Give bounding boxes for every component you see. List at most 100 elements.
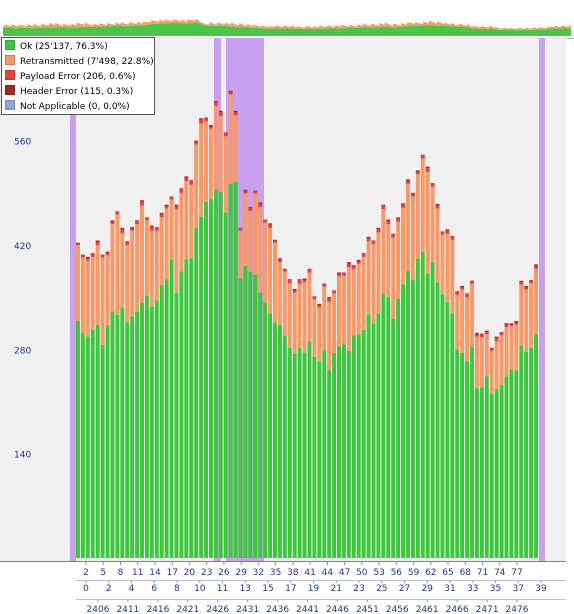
bar-segment-retransmitted[interactable]: [332, 293, 337, 354]
bar-segment-header-error[interactable]: [282, 268, 287, 270]
bar-segment-payload-error[interactable]: [519, 281, 524, 285]
bar-segment-ok[interactable]: [258, 292, 263, 558]
bar-segment-header-error[interactable]: [292, 288, 297, 291]
bar-segment-payload-error[interactable]: [110, 221, 115, 225]
bar-segment-retransmitted[interactable]: [450, 239, 455, 314]
bar-segment-ok[interactable]: [238, 278, 243, 558]
bar-segment-payload-error[interactable]: [445, 230, 450, 234]
bar-segment-payload-error[interactable]: [125, 241, 130, 245]
bar-segment-ok[interactable]: [401, 284, 406, 558]
bar-segment-header-error[interactable]: [174, 204, 179, 207]
bar-segment-header-error[interactable]: [135, 220, 140, 222]
bar-segment-ok[interactable]: [460, 353, 465, 558]
bar-segment-payload-error[interactable]: [149, 227, 154, 231]
bar-segment-retransmitted[interactable]: [494, 341, 499, 390]
bar-segment-ok[interactable]: [179, 271, 184, 558]
bar-segment-header-error[interactable]: [90, 253, 95, 254]
bar-segment-retransmitted[interactable]: [164, 208, 169, 280]
bar-segment-retransmitted[interactable]: [76, 244, 80, 321]
bar-segment-payload-error[interactable]: [455, 291, 460, 295]
bar-segment-header-error[interactable]: [218, 110, 223, 113]
bar-segment-payload-error[interactable]: [460, 287, 465, 290]
bar-segment-ok[interactable]: [76, 320, 80, 558]
bar-segment-retransmitted[interactable]: [519, 284, 524, 346]
bar-segment-retransmitted[interactable]: [356, 263, 361, 335]
bar-segment-ok[interactable]: [213, 189, 218, 558]
bar-segment-payload-error[interactable]: [484, 332, 489, 335]
bar-segment-ok[interactable]: [322, 350, 327, 558]
bar-segment-ok[interactable]: [199, 216, 204, 558]
bar-segment-header-error[interactable]: [425, 166, 430, 169]
bar-segment-ok[interactable]: [435, 282, 440, 558]
bar-segment-ok[interactable]: [100, 344, 105, 558]
bar-segment-payload-error[interactable]: [341, 273, 346, 276]
bar-segment-retransmitted[interactable]: [194, 144, 199, 228]
bar-segment-payload-error[interactable]: [371, 241, 376, 245]
bar-segment-payload-error[interactable]: [450, 236, 455, 240]
bar-segment-ok[interactable]: [307, 341, 312, 558]
bar-segment-retransmitted[interactable]: [391, 237, 396, 319]
bar-segment-ok[interactable]: [159, 285, 164, 558]
bar-segment-payload-error[interactable]: [366, 238, 371, 242]
bar-segment-retransmitted[interactable]: [292, 292, 297, 354]
bar-segment-header-error[interactable]: [194, 140, 199, 143]
bar-segment-header-error[interactable]: [401, 203, 406, 204]
bar-segment-retransmitted[interactable]: [238, 230, 243, 279]
bar-segment-header-error[interactable]: [258, 202, 263, 204]
bar-segment-header-error[interactable]: [233, 110, 238, 113]
bar-segment-payload-error[interactable]: [499, 332, 504, 336]
bar-segment-payload-error[interactable]: [430, 183, 435, 187]
bar-segment-retransmitted[interactable]: [268, 227, 273, 314]
bar-segment-ok[interactable]: [529, 347, 534, 558]
bar-segment-payload-error[interactable]: [489, 348, 494, 351]
bar-segment-ok[interactable]: [381, 293, 386, 558]
bar-segment-payload-error[interactable]: [332, 291, 337, 294]
bar-segment-header-error[interactable]: [351, 265, 356, 266]
bar-segment-payload-error[interactable]: [169, 197, 174, 200]
bar-segment-payload-error[interactable]: [135, 221, 140, 225]
bar-segment-ok[interactable]: [287, 347, 292, 558]
bar-segment-header-error[interactable]: [268, 223, 273, 225]
bar-segment-retransmitted[interactable]: [386, 224, 391, 298]
bar-segment-payload-error[interactable]: [248, 207, 253, 211]
bar-segment-header-error[interactable]: [509, 323, 514, 324]
bar-segment-payload-error[interactable]: [95, 241, 100, 245]
bar-segment-header-error[interactable]: [100, 254, 105, 256]
bar-segment-retransmitted[interactable]: [105, 255, 110, 326]
bar-segment-payload-error[interactable]: [115, 212, 120, 215]
bar-segment-header-error[interactable]: [376, 227, 381, 230]
bar-segment-ok[interactable]: [218, 192, 223, 559]
bar-segment-payload-error[interactable]: [253, 191, 258, 194]
bar-segment-ok[interactable]: [282, 335, 287, 558]
bar-segment-payload-error[interactable]: [258, 203, 263, 207]
bar-segment-ok[interactable]: [277, 324, 282, 558]
bar-segment-payload-error[interactable]: [425, 168, 430, 172]
bar-segment-retransmitted[interactable]: [322, 286, 327, 351]
bar-segment-header-error[interactable]: [208, 124, 213, 127]
bar-segment-ok[interactable]: [164, 279, 169, 558]
bar-segment-retransmitted[interactable]: [371, 244, 376, 324]
bar-segment-payload-error[interactable]: [346, 263, 351, 268]
bar-segment-header-error[interactable]: [322, 283, 327, 285]
bar-segment-payload-error[interactable]: [130, 228, 135, 231]
bar-segment-header-error[interactable]: [277, 258, 282, 260]
bar-segment-payload-error[interactable]: [223, 133, 228, 137]
bar-segment-payload-error[interactable]: [100, 255, 105, 258]
bar-segment-payload-error[interactable]: [376, 229, 381, 233]
bar-segment-header-error[interactable]: [317, 303, 322, 306]
bar-segment-payload-error[interactable]: [470, 281, 474, 284]
bar-segment-payload-error[interactable]: [401, 203, 406, 208]
bar-segment-ok[interactable]: [341, 344, 346, 558]
bar-segment-ok[interactable]: [135, 311, 140, 558]
bar-segment-header-error[interactable]: [465, 293, 470, 295]
bar-segment-ok[interactable]: [144, 295, 149, 558]
bar-segment-retransmitted[interactable]: [381, 209, 386, 294]
bar-segment-retransmitted[interactable]: [509, 326, 514, 370]
bar-segment-payload-error[interactable]: [144, 218, 149, 221]
bar-segment-header-error[interactable]: [371, 240, 376, 242]
bar-segment-header-error[interactable]: [430, 183, 435, 184]
bar-segment-ok[interactable]: [410, 280, 415, 558]
bar-segment-ok[interactable]: [455, 349, 460, 558]
bar-segment-ok[interactable]: [415, 258, 420, 558]
bar-segment-payload-error[interactable]: [435, 205, 440, 209]
